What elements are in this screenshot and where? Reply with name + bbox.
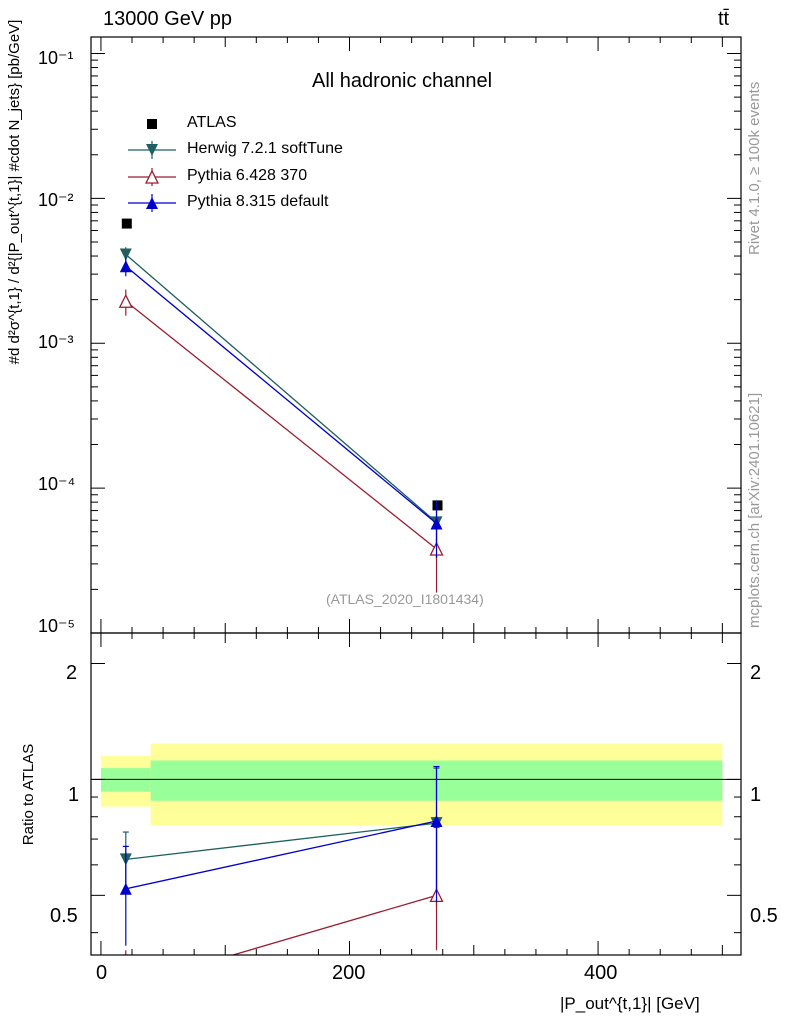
plot-title: All hadronic channel xyxy=(312,70,493,92)
ratio-tick-label-right-2: 2 xyxy=(750,662,762,684)
ratio-line-pythia6 xyxy=(230,894,437,955)
legend-marker-1 xyxy=(146,144,158,156)
ratio-tick-label-1: 1 xyxy=(68,784,80,806)
legend-label-pythia6: Pythia 6.428 370 xyxy=(187,167,308,184)
legend-label-atlas: ATLAS xyxy=(187,114,237,131)
ratio-tick-label-0.5: 0.5 xyxy=(50,905,78,927)
x-tick-label-400: 400 xyxy=(584,962,618,984)
legend-marker-3 xyxy=(146,197,158,209)
ratio-point-pythia8-1 xyxy=(430,814,443,827)
series-layer xyxy=(118,218,444,992)
y-axis-label: #d d²σ^{t,1} / d²{|P_out^{t,1}| #cdot N_… xyxy=(6,19,23,365)
x-axis-label: |P_out^{t,1}| [GeV] xyxy=(560,994,700,1013)
series-line-herwig xyxy=(125,253,437,523)
ratio-tick-label-2: 2 xyxy=(66,662,78,684)
legend-marker-2 xyxy=(144,169,160,184)
process-label: tt̄ xyxy=(718,8,730,30)
point-herwig-0 xyxy=(119,248,132,261)
y-tick-label-1e-1: 10⁻¹ xyxy=(38,48,74,68)
ratio-y-axis-label: Ratio to ATLAS xyxy=(20,743,37,846)
mcplots-label: mcplots.cern.ch [arXiv:2401.10621] xyxy=(746,392,763,628)
ratio-tick-label-right-0.5: 0.5 xyxy=(750,905,778,927)
y-tick-label-1e-2: 10⁻² xyxy=(38,190,74,210)
ratio-series-layer xyxy=(119,765,444,992)
y-tick-label-1e-4: 10⁻⁴ xyxy=(38,474,76,494)
point-pythia8-0 xyxy=(119,260,132,273)
legend-label-pythia8: Pythia 8.315 default xyxy=(187,193,329,210)
plot-frames xyxy=(90,36,742,956)
point-pythia8-1 xyxy=(430,517,443,530)
analysis-id: (ATLAS_2020_I1801434) xyxy=(326,591,484,607)
ratio-line-pythia8 xyxy=(125,820,437,890)
ratio-tick-label-right-1: 1 xyxy=(750,784,762,806)
y-tick-label-1e-3: 10⁻³ xyxy=(38,332,74,352)
data-point-atlas-1 xyxy=(432,500,443,511)
data-point-atlas-0 xyxy=(121,218,132,229)
x-tick-label-200: 200 xyxy=(332,962,366,984)
point-pythia6-0 xyxy=(118,293,133,308)
rivet-version-label: Rivet 4.1.0, ≥ 100k events xyxy=(746,81,763,255)
ratio-line-herwig xyxy=(125,822,437,861)
series-line-pythia6 xyxy=(125,300,437,550)
ratio-point-pythia6-0 xyxy=(120,980,132,992)
energy-label: 13000 GeV pp xyxy=(103,8,232,30)
x-tick-label-0: 0 xyxy=(96,962,108,984)
legend-marker-0 xyxy=(147,119,157,129)
legend-label-herwig: Herwig 7.2.1 softTune xyxy=(187,140,343,157)
uncertainty-bands xyxy=(91,743,741,826)
ratio-point-pythia8-0 xyxy=(119,882,132,895)
legend-markers xyxy=(128,119,176,212)
ratio-frame xyxy=(90,632,742,956)
series-line-pythia8 xyxy=(125,265,437,524)
y-tick-label-1e-5: 10⁻⁵ xyxy=(38,616,75,636)
